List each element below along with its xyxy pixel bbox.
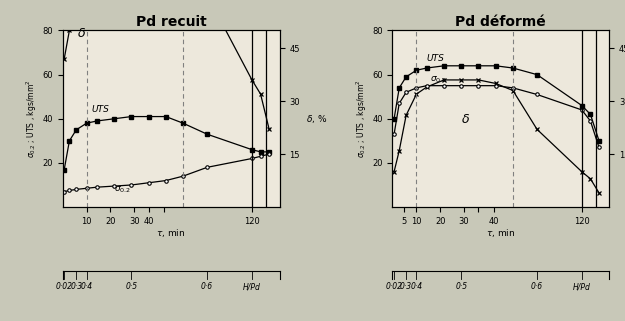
Title: Pd recuit: Pd recuit xyxy=(136,15,206,29)
Text: H/Pd: H/Pd xyxy=(573,282,591,291)
Text: 0·02: 0·02 xyxy=(56,282,72,291)
X-axis label: $\tau$, min: $\tau$, min xyxy=(486,227,516,239)
Y-axis label: $\sigma_{0.2}$ ; UTS , kgs/mm$^2$: $\sigma_{0.2}$ ; UTS , kgs/mm$^2$ xyxy=(25,80,39,158)
Text: $\sigma_{0.2}$: $\sigma_{0.2}$ xyxy=(114,185,131,195)
Y-axis label: $\sigma_{0.2}$ ; UTS , kgs/mm$^2$: $\sigma_{0.2}$ ; UTS , kgs/mm$^2$ xyxy=(355,80,369,158)
Text: 0·4: 0·4 xyxy=(81,282,92,291)
Text: 0·6: 0·6 xyxy=(531,282,543,291)
Text: 0·3: 0·3 xyxy=(400,282,412,291)
X-axis label: $\tau$, min: $\tau$, min xyxy=(156,227,186,239)
Text: H/Pd: H/Pd xyxy=(243,282,261,291)
Text: 0·5: 0·5 xyxy=(455,282,468,291)
Text: UTS: UTS xyxy=(92,105,109,114)
Y-axis label: $\delta$, %: $\delta$, % xyxy=(306,113,328,125)
Title: Pd déformé: Pd déformé xyxy=(456,15,546,29)
Text: 0·02: 0·02 xyxy=(386,282,402,291)
Text: $\delta$: $\delta$ xyxy=(461,113,471,126)
Text: 0·6: 0·6 xyxy=(201,282,213,291)
Text: $\delta$: $\delta$ xyxy=(77,27,86,40)
Text: 0·3: 0·3 xyxy=(70,282,82,291)
Text: $\sigma_{0.2}$: $\sigma_{0.2}$ xyxy=(430,74,447,85)
Text: 0·4: 0·4 xyxy=(411,282,422,291)
Text: UTS: UTS xyxy=(427,54,444,63)
Text: 0·5: 0·5 xyxy=(126,282,138,291)
